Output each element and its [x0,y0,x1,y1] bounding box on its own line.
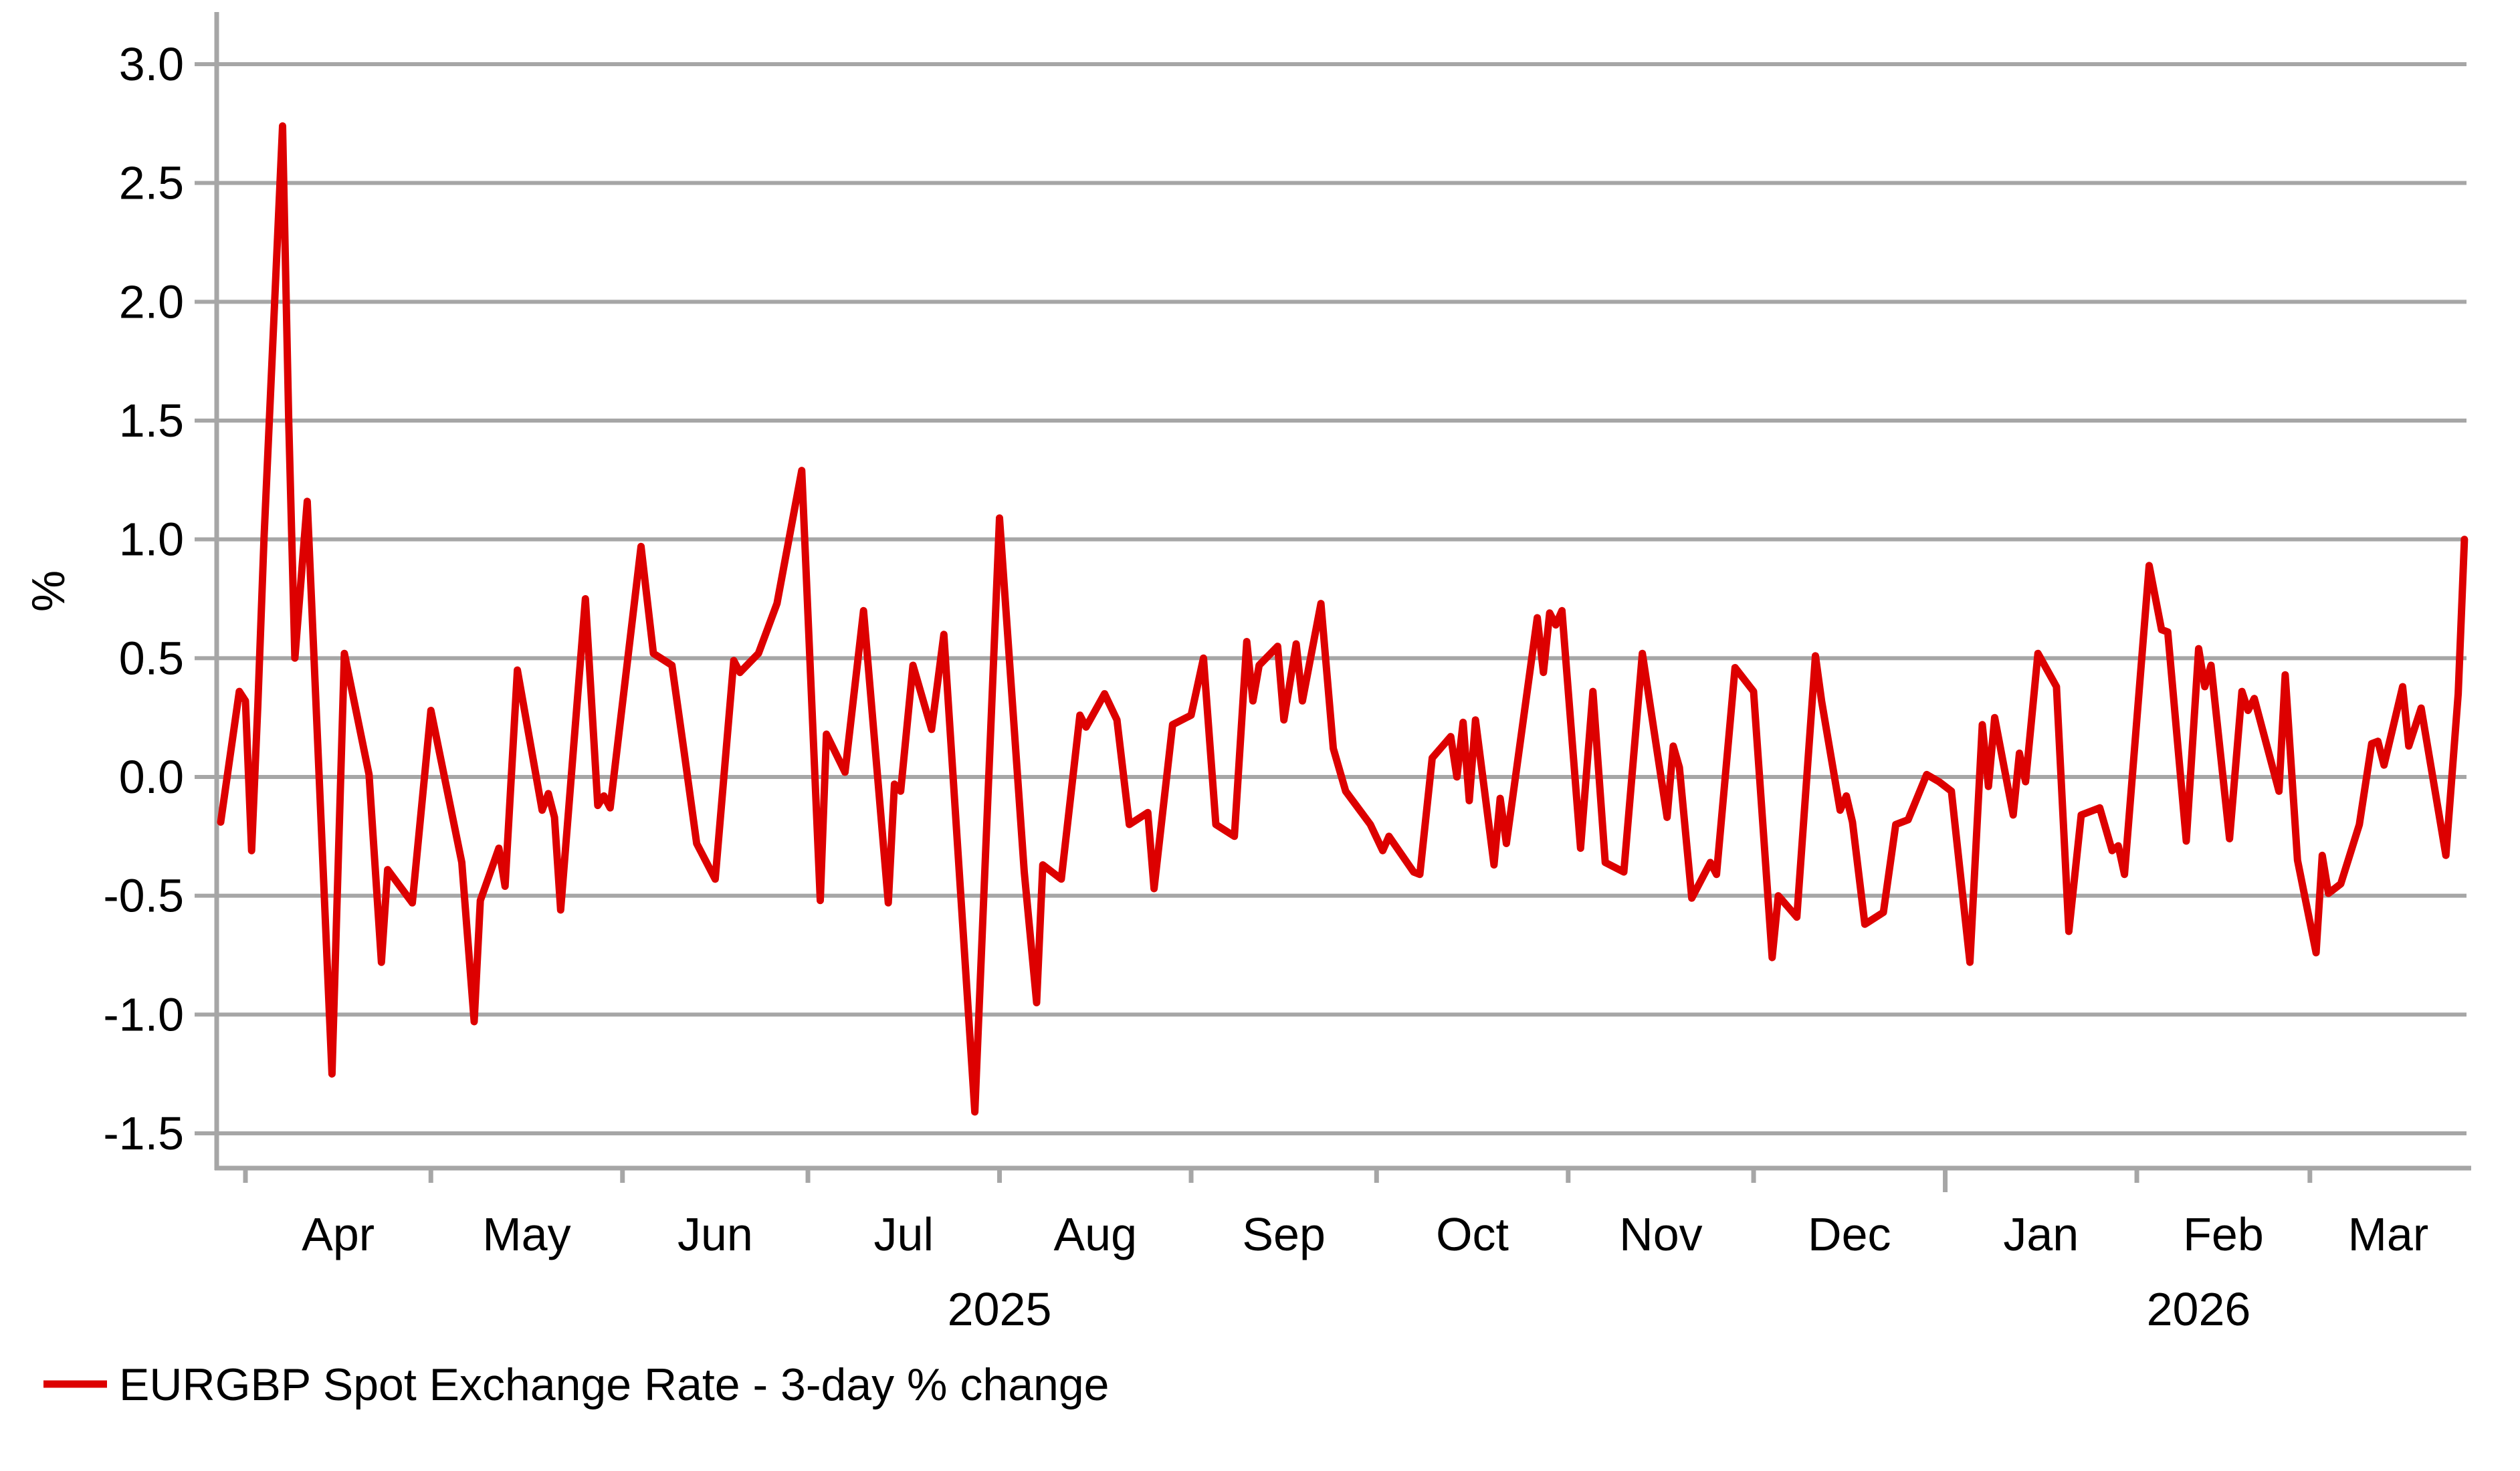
series-line [217,122,2469,1116]
legend-label: EURGBP Spot Exchange Rate - 3-day % chan… [119,1359,1109,1410]
x-month-label: Aug [1053,1208,1137,1260]
x-year-label: 2025 [948,1283,1052,1335]
legend-group: EURGBP Spot Exchange Rate - 3-day % chan… [43,1359,1109,1410]
x-month-label: Apr [302,1208,375,1260]
series-group [217,122,2469,1116]
y-tick-label: -1.5 [103,1107,184,1159]
x-month-label: Jan [2003,1208,2079,1260]
y-tick-label: 3.0 [119,38,184,90]
y-axis-title: % [22,570,74,612]
x-month-label: Mar [2348,1208,2429,1260]
x-month-label: Dec [1808,1208,1891,1260]
x-year-label: 2026 [2147,1283,2251,1335]
y-tick-label: -1.0 [103,988,184,1040]
x-month-label: May [482,1208,570,1260]
y-tick-label: 2.0 [119,275,184,328]
x-month-label: Jun [677,1208,753,1260]
x-month-label: Jul [874,1208,934,1260]
y-tick-label: 0.5 [119,632,184,684]
y-tick-label: 1.5 [119,394,184,447]
x-month-label: Sep [1242,1208,1326,1260]
gridlines-group [195,62,2466,1135]
y-tick-label: 1.0 [119,514,184,566]
y-tick-label: 2.5 [119,157,184,209]
x-month-label: Feb [2183,1208,2264,1260]
x-month-label: Oct [1436,1208,1509,1260]
y-tick-label: -0.5 [103,870,184,922]
x-month-label: Nov [1619,1208,1702,1260]
axis-labels-group: 3.0 2.5 2.0 1.5 1.0 0.5 0.0 -0.5 -1.0 -1.5 Apr May J… [103,38,2428,1335]
y-tick-label: 0.0 [119,751,184,803]
axes-group [214,12,2471,1192]
